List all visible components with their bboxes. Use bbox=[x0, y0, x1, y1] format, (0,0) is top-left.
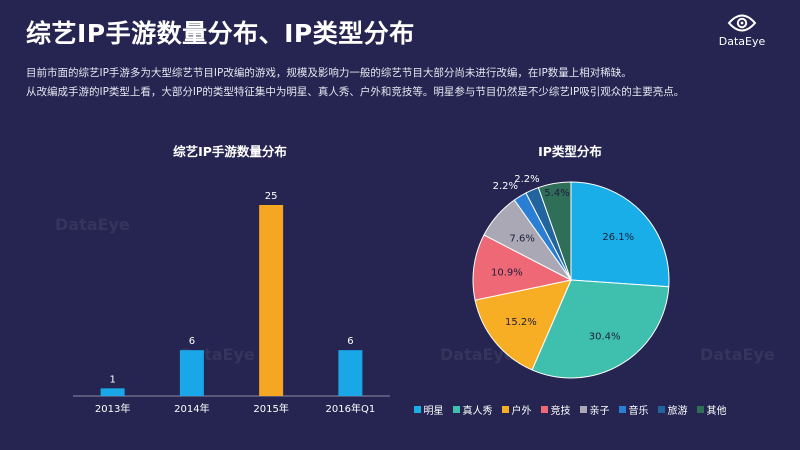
legend-swatch bbox=[618, 406, 626, 413]
x-tick-label: 2013年 bbox=[95, 402, 130, 415]
legend-label: 竞技 bbox=[550, 406, 571, 417]
bar bbox=[100, 388, 125, 396]
pie-slice bbox=[570, 181, 670, 288]
pie-value-label: 2.2% bbox=[514, 174, 539, 185]
legend-label: 旅游 bbox=[667, 406, 688, 417]
legend-label: 亲子 bbox=[589, 406, 610, 417]
legend-swatch bbox=[579, 406, 587, 413]
bar-value-label: 1 bbox=[109, 374, 115, 385]
pie-slice bbox=[531, 279, 670, 379]
pie-value-label: 5.4% bbox=[544, 188, 569, 199]
legend-label: 真人秀 bbox=[462, 406, 493, 417]
brand-logo: DataEye bbox=[710, 12, 774, 48]
pie-slice bbox=[474, 279, 572, 371]
bar-value-label: 6 bbox=[189, 336, 195, 347]
legend-item: 音乐 bbox=[618, 402, 649, 417]
pie-value-label: 15.2% bbox=[505, 317, 537, 328]
bar bbox=[338, 350, 363, 396]
legend-label: 户外 bbox=[511, 406, 532, 417]
brand-name: DataEye bbox=[718, 35, 766, 48]
x-tick-label: 2016年Q1 bbox=[326, 402, 376, 415]
legend-item: 其他 bbox=[696, 402, 727, 417]
description-line-2: 从改编成手游的IP类型上看，大部分IP的类型特征集中为明星、真人秀、户外和竞技等… bbox=[26, 86, 685, 98]
pie-slice bbox=[472, 234, 573, 301]
legend-label: 其他 bbox=[706, 406, 727, 417]
legend-item: 亲子 bbox=[579, 402, 610, 417]
legend-swatch bbox=[413, 406, 421, 413]
pie-value-label: 10.9% bbox=[491, 267, 523, 278]
description: 目前市面的综艺IP手游多为大型综艺节目IP改编的游戏，规模及影响力一般的综艺节目… bbox=[26, 64, 786, 102]
pie-value-label: 30.4% bbox=[589, 331, 621, 342]
legend-swatch bbox=[540, 406, 548, 413]
pie-slice bbox=[537, 181, 572, 281]
bar-chart-title: 综艺IP手游数量分布 bbox=[173, 144, 287, 159]
legend-swatch bbox=[501, 406, 509, 413]
legend-item: 真人秀 bbox=[452, 402, 493, 417]
bar bbox=[259, 205, 284, 396]
watermark-3: DataEye bbox=[440, 345, 515, 364]
legend-swatch bbox=[696, 406, 704, 413]
bar-value-label: 25 bbox=[265, 191, 278, 202]
legend-item: 竞技 bbox=[540, 402, 571, 417]
legend-swatch bbox=[657, 406, 665, 413]
legend-item: 旅游 bbox=[657, 402, 688, 417]
bar-value-label: 6 bbox=[347, 336, 353, 347]
description-line-1: 目前市面的综艺IP手游多为大型综艺节目IP改编的游戏，规模及影响力一般的综艺节目… bbox=[26, 67, 632, 79]
bar bbox=[179, 350, 204, 396]
legend-label: 音乐 bbox=[628, 406, 649, 417]
pie-value-label: 2.2% bbox=[493, 181, 518, 192]
x-tick-label: 2015年 bbox=[253, 402, 288, 415]
watermark-1: DataEye bbox=[55, 215, 130, 234]
eye-icon bbox=[727, 14, 757, 32]
legend-item: 明星 bbox=[413, 402, 444, 417]
pie-chart-title: IP类型分布 bbox=[538, 144, 602, 159]
watermark-4: DataEye bbox=[700, 345, 775, 364]
legend-item: 户外 bbox=[501, 402, 532, 417]
legend-label: 明星 bbox=[423, 406, 444, 417]
page-title: 综艺IP手游数量分布、IP类型分布 bbox=[26, 19, 415, 48]
x-tick-label: 2014年 bbox=[174, 402, 209, 415]
legend-swatch bbox=[452, 406, 460, 413]
pie-legend: 明星 真人秀 户外 竞技 亲子 音乐 旅游 其他 bbox=[400, 402, 740, 417]
pie-value-label: 26.1% bbox=[602, 232, 634, 243]
pie-value-label: 7.6% bbox=[510, 234, 535, 245]
